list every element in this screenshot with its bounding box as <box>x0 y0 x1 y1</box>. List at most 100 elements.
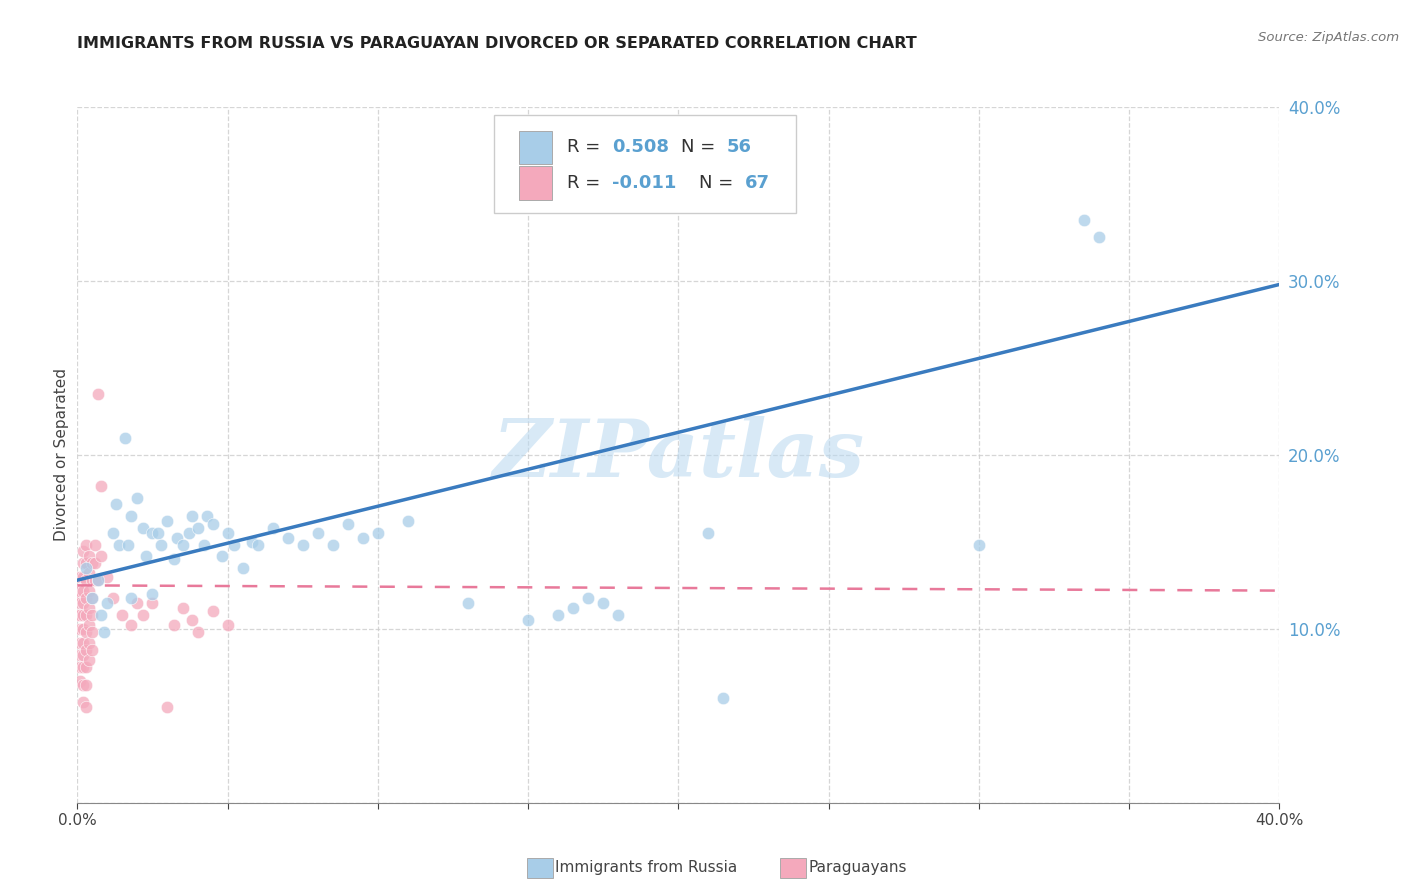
Point <box>79 601 101 615</box>
Point <box>246 538 269 552</box>
Point <box>201 517 224 532</box>
Point <box>117 538 139 552</box>
Bar <box>780 858 806 878</box>
Point <box>72 636 94 650</box>
Point <box>180 508 202 523</box>
Point <box>114 431 136 445</box>
Point <box>307 526 329 541</box>
Point <box>84 538 107 552</box>
Point <box>547 607 569 622</box>
Point <box>72 570 94 584</box>
Point <box>111 607 134 622</box>
Text: N =: N = <box>699 174 738 192</box>
Point <box>180 613 202 627</box>
Point <box>217 618 239 632</box>
Point <box>79 618 101 632</box>
Point <box>82 573 104 587</box>
Point <box>187 521 209 535</box>
Text: IMMIGRANTS FROM RUSSIA VS PARAGUAYAN DIVORCED OR SEPARATED CORRELATION CHART: IMMIGRANTS FROM RUSSIA VS PARAGUAYAN DIV… <box>77 36 917 51</box>
Point <box>1088 230 1111 244</box>
Point <box>75 607 97 622</box>
Point <box>322 538 344 552</box>
Point <box>75 591 97 605</box>
Point <box>69 596 91 610</box>
Point <box>75 538 97 552</box>
Point <box>172 601 194 615</box>
Point <box>713 691 735 706</box>
Point <box>66 607 89 622</box>
Point <box>156 514 179 528</box>
Text: Immigrants from Russia: Immigrants from Russia <box>555 861 738 875</box>
Point <box>120 591 142 605</box>
Point <box>193 538 215 552</box>
Point <box>103 591 125 605</box>
Point <box>75 642 97 657</box>
Point <box>141 587 163 601</box>
Text: Source: ZipAtlas.com: Source: ZipAtlas.com <box>1258 31 1399 45</box>
Point <box>69 660 91 674</box>
Point <box>967 538 990 552</box>
Point <box>162 618 184 632</box>
Point <box>148 526 170 541</box>
Point <box>75 556 97 570</box>
Point <box>96 570 118 584</box>
Point <box>84 573 107 587</box>
Point <box>69 570 91 584</box>
Point <box>177 526 200 541</box>
Point <box>87 573 110 587</box>
Point <box>82 625 104 640</box>
Point <box>457 596 479 610</box>
Point <box>69 636 91 650</box>
Point <box>222 538 245 552</box>
Point <box>75 677 97 691</box>
Point <box>132 607 155 622</box>
Text: N =: N = <box>681 138 721 156</box>
Point <box>75 561 97 575</box>
Point <box>156 700 179 714</box>
Point <box>217 526 239 541</box>
Point <box>87 387 110 401</box>
Point <box>72 596 94 610</box>
Point <box>82 591 104 605</box>
Point <box>108 538 131 552</box>
Point <box>84 556 107 570</box>
Point <box>103 526 125 541</box>
Point <box>87 573 110 587</box>
Point <box>120 508 142 523</box>
Point <box>72 695 94 709</box>
Point <box>195 508 218 523</box>
Point <box>517 613 540 627</box>
Point <box>66 591 89 605</box>
Text: Paraguayans: Paraguayans <box>808 861 907 875</box>
Point <box>201 605 224 619</box>
Point <box>277 532 299 546</box>
Point <box>72 607 94 622</box>
Point <box>69 622 91 636</box>
Point <box>72 622 94 636</box>
Point <box>396 514 419 528</box>
Point <box>336 517 359 532</box>
Point <box>127 491 149 506</box>
Point <box>75 573 97 587</box>
Point <box>127 596 149 610</box>
Point <box>69 583 91 598</box>
Point <box>90 607 112 622</box>
Point <box>79 566 101 581</box>
Point <box>72 677 94 691</box>
Point <box>352 532 374 546</box>
Point <box>166 532 188 546</box>
Point <box>150 538 173 552</box>
Point <box>141 596 163 610</box>
FancyBboxPatch shape <box>519 166 553 200</box>
Point <box>93 625 115 640</box>
Point <box>96 596 118 610</box>
Point <box>72 543 94 558</box>
Point <box>79 549 101 563</box>
Point <box>79 653 101 667</box>
Point <box>105 497 128 511</box>
Y-axis label: Divorced or Separated: Divorced or Separated <box>53 368 69 541</box>
Point <box>69 674 91 689</box>
Point <box>79 583 101 598</box>
Text: ZIPatlas: ZIPatlas <box>492 417 865 493</box>
Point <box>82 556 104 570</box>
